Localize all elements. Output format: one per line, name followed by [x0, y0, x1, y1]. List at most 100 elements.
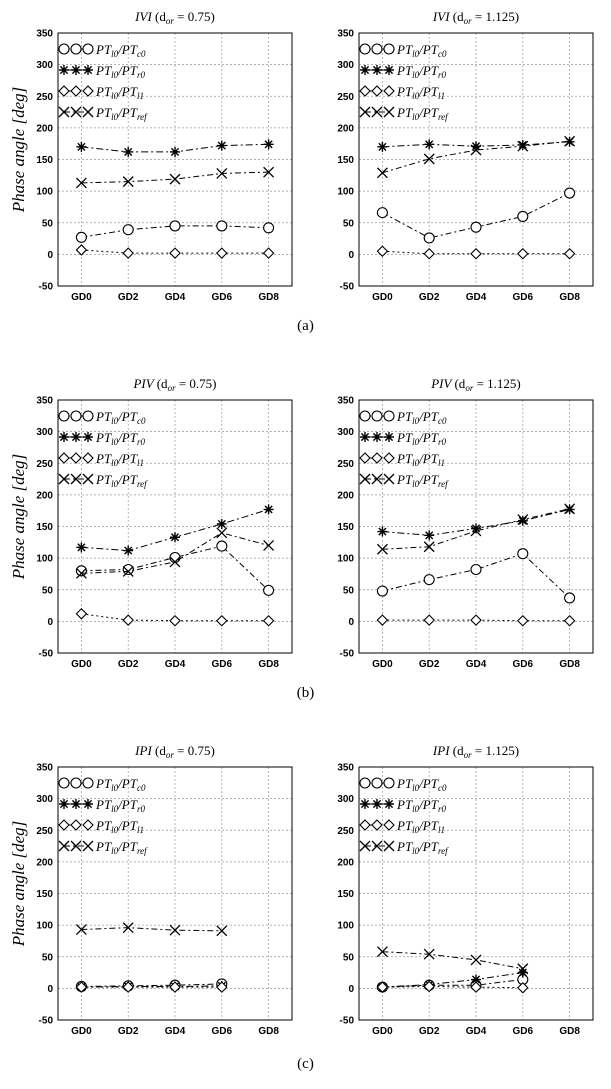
x-tick-label: GD4: [165, 659, 186, 670]
legend-marker: [371, 43, 383, 55]
data-point: [263, 504, 274, 515]
data-point: [75, 608, 88, 620]
legend-marker: [383, 840, 395, 852]
legend-marker: [70, 106, 82, 118]
data-point: [122, 563, 134, 576]
x-tick-label: GD2: [118, 1026, 139, 1037]
data-point: [170, 532, 180, 543]
chart-panel: -50 0 50 100 150 200 250 300 350 GD0 GD2 GD4 GD6 GD8 I…: [337, 743, 594, 1037]
legend-label: PTl0/PTr0: [95, 430, 145, 447]
data-point: [423, 948, 435, 960]
series-line: [382, 972, 523, 988]
x-tick-label: GD8: [559, 1026, 580, 1037]
y-tick-label: 150: [337, 522, 354, 533]
data-point: [423, 247, 435, 260]
y-tick-label: 100: [36, 187, 53, 198]
legend-marker: [383, 473, 395, 485]
data-point: [75, 177, 87, 189]
chart-title: IVI (dor = 0.75): [134, 9, 215, 26]
data-point: [376, 167, 388, 179]
data-point: [470, 144, 482, 156]
legend-label: PTl0/PTc0: [396, 409, 447, 426]
data-point: [262, 614, 275, 627]
y-tick-label: 250: [337, 459, 354, 470]
y-tick-label: -50: [340, 282, 355, 293]
y-tick-label: 150: [36, 889, 53, 900]
legend-marker: [82, 85, 94, 97]
x-tick-label: GD4: [466, 292, 487, 303]
caption-c: (c): [297, 1056, 314, 1072]
legend-marker: [371, 452, 383, 464]
data-point: [517, 247, 529, 260]
x-tick-label: GD0: [71, 659, 92, 670]
series-line: [382, 619, 570, 622]
data-point: [470, 981, 482, 993]
legend-marker: [383, 106, 395, 118]
legend-marker: [83, 432, 93, 442]
legend-marker: [371, 819, 383, 831]
data-point: [517, 139, 528, 150]
legend-marker: [372, 799, 382, 809]
x-tick-label: GD0: [71, 1026, 92, 1037]
legend-marker: [83, 65, 93, 75]
chart-title: IPI (dor = 1.125): [432, 743, 519, 760]
legend-marker: [58, 840, 70, 852]
data-point: [122, 224, 134, 236]
x-tick-label: GD4: [165, 292, 186, 303]
legend-label: PTl0/PTref: [396, 839, 449, 856]
data-point: [564, 592, 576, 604]
data-point: [216, 527, 228, 539]
data-point: [423, 541, 435, 553]
legend-marker: [70, 43, 82, 55]
data-point: [377, 526, 388, 537]
data-point: [169, 220, 181, 232]
legend-label: PTl0/PTref: [95, 839, 148, 856]
legend-marker: [71, 432, 81, 442]
y-tick-label: 300: [337, 427, 354, 438]
data-point: [564, 135, 576, 147]
data-point: [122, 614, 134, 626]
legend-marker: [360, 432, 370, 442]
legend-marker: [359, 452, 371, 464]
legend-marker: [83, 799, 93, 809]
y-tick-label: 300: [36, 60, 53, 71]
y-tick-label: -50: [340, 649, 355, 660]
y-tick-label: 350: [337, 29, 354, 40]
legend-label: PTl0/PTr0: [95, 63, 145, 80]
legend-marker: [82, 473, 94, 485]
y-tick-label: 300: [337, 794, 354, 805]
chart-title: PIV (dor = 1.125): [430, 376, 521, 393]
series-line: [382, 985, 523, 989]
legend-marker: [82, 777, 94, 789]
data-point: [76, 141, 87, 152]
x-tick-label: GD6: [212, 1026, 233, 1037]
y-tick-label: 150: [36, 522, 53, 533]
legend-marker: [371, 106, 383, 118]
legend-marker: [71, 799, 81, 809]
y-axis-label: Phase angle [deg]: [9, 87, 28, 214]
legend-marker: [58, 777, 70, 789]
chart-panel: -50 0 50 100 150 200 250 300 350 GD0 GD2 GD4 GD6 GD8 I…: [9, 9, 293, 303]
legend-marker: [383, 43, 395, 55]
y-tick-label: 0: [348, 250, 354, 261]
series-line: [382, 508, 570, 550]
y-tick-label: 0: [47, 617, 53, 628]
data-point: [216, 540, 228, 552]
data-point: [263, 166, 275, 178]
y-tick-label: 100: [337, 554, 354, 565]
data-point: [517, 614, 529, 627]
chart-panel: -50 0 50 100 150 200 250 300 350 GD0 GD2 GD4 GD6 GD8 I…: [9, 743, 293, 1037]
legend-marker: [359, 43, 371, 55]
data-point: [517, 967, 528, 978]
legend-label: PTl0/PTc0: [95, 42, 146, 59]
data-point: [517, 515, 528, 526]
data-point: [423, 614, 435, 626]
y-tick-label: 100: [36, 921, 53, 932]
x-tick-label: GD0: [71, 292, 92, 303]
y-tick-label: 250: [36, 826, 53, 837]
legend-marker: [58, 106, 70, 118]
data-point: [169, 981, 181, 993]
legend-marker: [70, 85, 82, 97]
data-point: [169, 556, 181, 568]
series-line: [81, 983, 222, 987]
